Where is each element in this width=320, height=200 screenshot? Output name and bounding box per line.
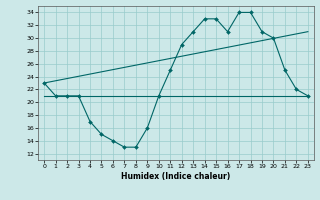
X-axis label: Humidex (Indice chaleur): Humidex (Indice chaleur) (121, 172, 231, 181)
